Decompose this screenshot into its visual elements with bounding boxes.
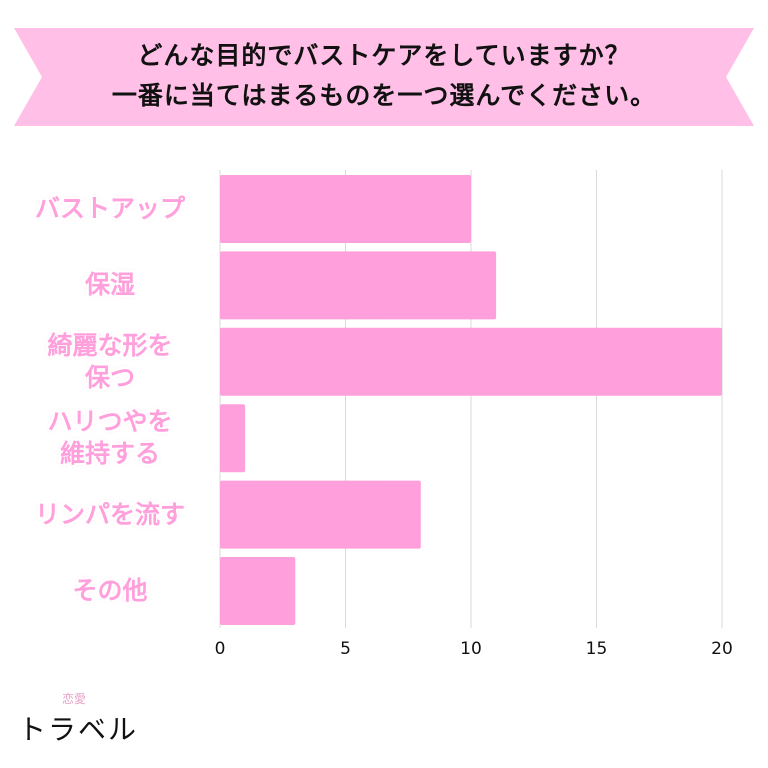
x-tick-label: 15 — [586, 639, 608, 659]
category-label-line: リンパを流す — [34, 499, 185, 529]
category-label-line: その他 — [72, 576, 148, 605]
bar — [220, 480, 421, 549]
category-label-line: 綺麗な形を — [47, 330, 173, 360]
x-tick-label: 20 — [711, 639, 733, 659]
x-tick-label: 0 — [215, 639, 226, 659]
category-label: 保湿 — [8, 251, 212, 319]
x-tick-label: 10 — [460, 639, 482, 659]
bar — [220, 327, 722, 396]
category-label-line: バストアップ — [34, 194, 185, 223]
bar — [220, 557, 296, 625]
category-label-line: 維持する — [59, 439, 160, 469]
question-banner — [14, 28, 754, 126]
category-label: バストアップ — [8, 175, 212, 243]
category-label: リンパを流す — [8, 481, 212, 549]
logo-main-text: トラベル — [18, 713, 139, 746]
bar — [220, 404, 246, 473]
brand-logo: 恋愛 トラベル — [18, 690, 158, 750]
category-label-line: 保湿 — [84, 270, 135, 300]
question-line-1: どんな目的でバストケアをしていますか？ — [137, 41, 631, 70]
bar — [220, 251, 497, 320]
category-label: ハリつやを 維持する — [8, 404, 212, 472]
question-line-2: 一番に当てはまるものを一つ選んでください。 — [111, 81, 657, 110]
category-label: 綺麗な形を 保つ — [8, 328, 212, 396]
x-tick-label: 5 — [340, 639, 351, 659]
category-label: その他 — [8, 557, 212, 625]
bar — [220, 175, 471, 243]
category-label-line: 保つ — [84, 362, 135, 392]
question-text: どんな目的でバストケアをしていますか？ 一番に当てはまるものを一つ選んでください… — [40, 36, 728, 116]
category-label-line: ハリつやを — [47, 407, 173, 437]
logo-small-text: 恋愛 — [62, 692, 87, 706]
